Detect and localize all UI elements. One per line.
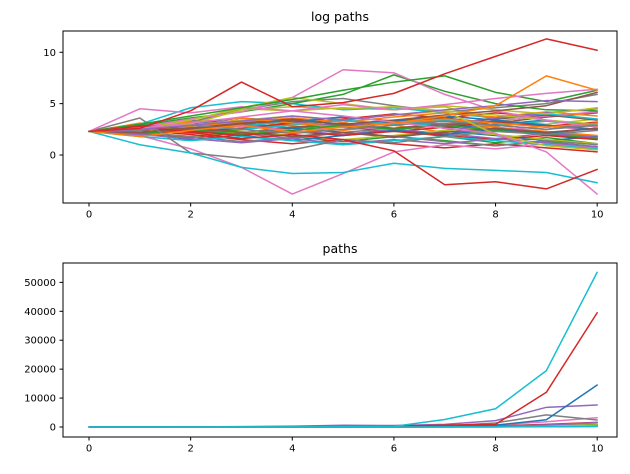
y-tick-label: 30000 (24, 336, 56, 347)
x-tick-label: 2 (187, 210, 193, 221)
y-tick-label: 0 (50, 151, 56, 162)
y-tick-label: 20000 (24, 365, 56, 376)
y-tick-label: 50000 (24, 278, 56, 289)
x-tick-label: 0 (86, 444, 92, 455)
x-tick-label: 10 (591, 210, 604, 221)
x-tick-label: 4 (289, 444, 295, 455)
x-tick-label: 4 (289, 210, 295, 221)
y-tick-label: 0 (50, 422, 56, 433)
y-tick-label: 10000 (24, 394, 56, 405)
x-tick-label: 8 (492, 210, 498, 221)
x-tick-label: 0 (86, 210, 92, 221)
y-tick-label: 40000 (24, 307, 56, 318)
axes-paths: paths 0 2 4 6 8 10 0 10000 20000 30000 40000 50000 (24, 241, 617, 455)
series-line (89, 385, 597, 427)
series-line (89, 272, 597, 427)
series-line (89, 313, 597, 427)
chart-title-paths: paths (323, 241, 358, 256)
x-tick-label: 8 (492, 444, 498, 455)
x-tick-label: 6 (391, 210, 397, 221)
x-tick-label: 2 (187, 444, 193, 455)
axes-log-paths: log paths 0 2 4 6 8 10 0 5 10 (43, 9, 617, 221)
y-tick-label: 5 (50, 99, 56, 110)
x-tick-label: 6 (391, 444, 397, 455)
chart-title-log-paths: log paths (311, 9, 369, 24)
y-tick-label: 10 (43, 48, 56, 59)
x-tick-label: 10 (591, 444, 604, 455)
